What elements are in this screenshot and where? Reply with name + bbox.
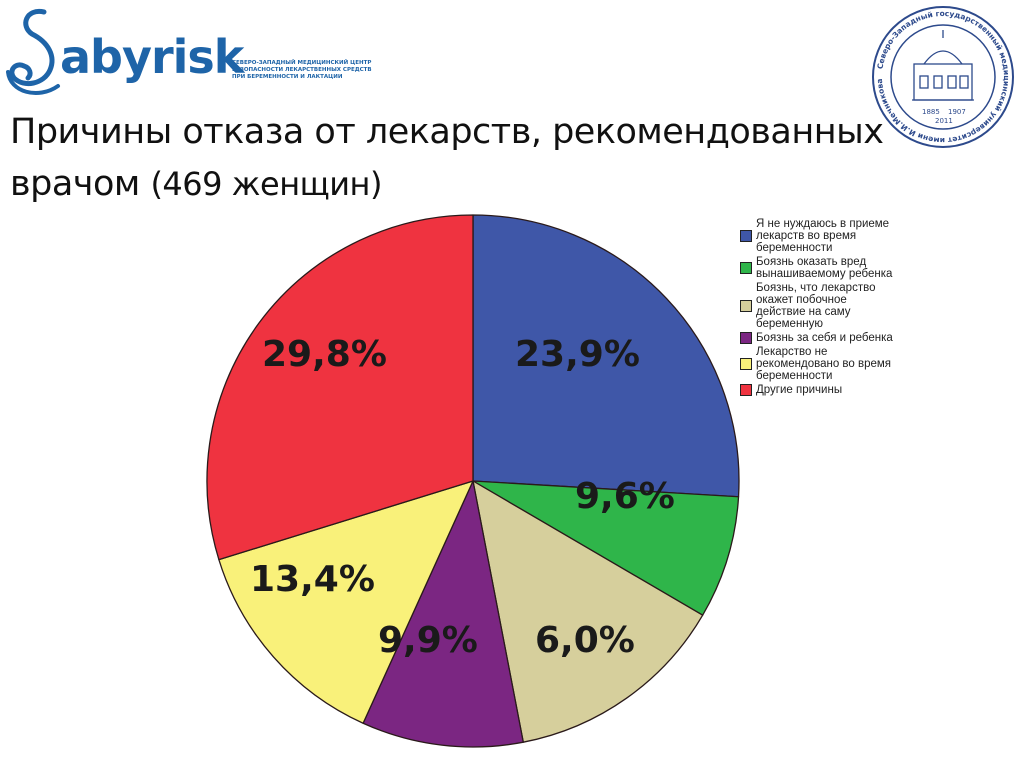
legend-item-fear-harm-fetus: Боязнь оказать вред вынашиваемому ребенк… xyxy=(740,256,930,280)
page-title: Причины отказа от лекарств, рекомендован… xyxy=(10,106,884,210)
pie-slice xyxy=(472,214,740,498)
seal-year: 2011 xyxy=(935,117,953,125)
slice-label-not-recommended: 13,4% xyxy=(250,559,375,600)
seal-year: 1907 xyxy=(948,108,966,116)
seal-year: 1885 xyxy=(922,108,940,116)
title-line-1: Причины отказа от лекарств, рекомендован… xyxy=(10,112,884,152)
pie-slice xyxy=(362,480,524,748)
legend-label: Лекарство не рекомендовано во время бере… xyxy=(756,346,892,382)
pie-slice xyxy=(472,480,740,616)
legend-item-other: Другие причины xyxy=(740,384,930,396)
legend-swatch xyxy=(740,230,752,242)
pie-slices xyxy=(206,214,740,748)
slice-label-fear-harm-fetus: 9,6% xyxy=(575,476,675,517)
pie-slice xyxy=(472,480,704,743)
legend-label: Боязнь за себя и ребенка xyxy=(756,332,893,344)
legend-item-side-effect: Боязнь, что лекарство окажет побочное де… xyxy=(740,282,930,330)
legend-swatch xyxy=(740,300,752,312)
legend-swatch xyxy=(740,384,752,396)
logo-wordmark: abyrisk xyxy=(60,30,244,84)
pie-labels: 23,9% 9,6% 6,0% 9,9% 13,4% 29,8% xyxy=(250,334,675,661)
legend-label: Боязнь, что лекарство окажет побочное де… xyxy=(756,282,876,330)
logo-subtitle-line: при беременности и лактации xyxy=(232,74,343,80)
pie-slice xyxy=(206,214,474,561)
legend-item-fear-self-child: Боязнь за себя и ребенка xyxy=(740,332,930,344)
legend-swatch xyxy=(740,262,752,274)
legend-swatch xyxy=(740,332,752,344)
legend-label: Боязнь оказать вред вынашиваемому ребенк… xyxy=(756,256,893,280)
slice-label-side-effect: 6,0% xyxy=(535,620,635,661)
slice-label-fear-self-child: 9,9% xyxy=(378,620,478,661)
logo-subtitle-line: безопасности лекарственных средств xyxy=(232,67,372,73)
logo-subtitle-line: Северо-Западный медицинский центр xyxy=(232,60,372,66)
logo-subtitle: Северо-Западный медицинский центр безопа… xyxy=(232,60,372,81)
babyrisk-logo: abyrisk Северо-Западный медицинский цент… xyxy=(4,4,372,104)
title-line-2-main: врачом xyxy=(10,164,140,204)
title-line-2: врачом (469 женщин) xyxy=(10,158,884,210)
slice-label-no-need: 23,9% xyxy=(515,334,640,375)
pie-slice xyxy=(218,480,474,724)
legend-swatch xyxy=(740,358,752,370)
chart-legend: Я не нуждаюсь в приеме лекарств во время… xyxy=(740,218,930,398)
slice-label-other: 29,8% xyxy=(262,334,387,375)
title-sample-size: (469 женщин) xyxy=(150,165,382,203)
legend-item-not-recommended: Лекарство не рекомендовано во время бере… xyxy=(740,346,930,382)
legend-label: Другие причины xyxy=(756,384,843,396)
legend-label: Я не нуждаюсь в приеме лекарств во время… xyxy=(756,218,890,254)
mother-baby-logo-icon xyxy=(6,8,60,96)
legend-item-no-need: Я не нуждаюсь в приеме лекарств во время… xyxy=(740,218,930,254)
university-seal-icon: Северо-Западный государственный медицинс… xyxy=(872,6,1014,148)
